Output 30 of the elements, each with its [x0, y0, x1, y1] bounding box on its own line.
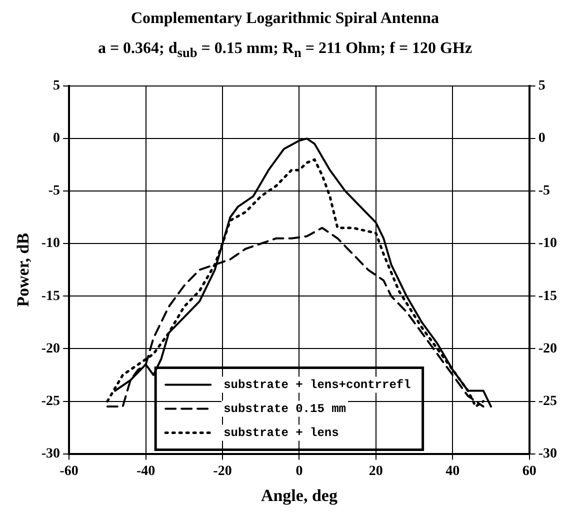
x-axis-title: Angle, deg	[260, 486, 338, 506]
y2-tick-label: -10	[538, 236, 558, 252]
x-tick-label: -40	[136, 464, 156, 479]
y2-tick-label: 5	[538, 78, 546, 94]
y2-tick-label: -15	[538, 288, 558, 304]
y-tick-label: -15	[41, 288, 60, 304]
y-tick-label: -10	[41, 236, 60, 252]
y-tick-label: 0	[53, 131, 60, 146]
chart-subtitle: a = 0.364; d$_{sub}$ = 0.15 mm; R$_{n}$ = 211 Ohm; f = 120 GHz	[96, 40, 474, 62]
y2-tick-label: -5	[538, 184, 550, 199]
y-axis-title: Power, dB	[14, 232, 33, 307]
x-tick-label: -20	[213, 464, 232, 479]
y2-tick-label: 0	[538, 131, 546, 146]
y2-tick-label: -30	[538, 446, 558, 462]
y-tick-label: -25	[41, 394, 60, 409]
x-tick-label: 0	[296, 464, 303, 479]
y-tick-label: 5	[53, 78, 60, 94]
x-tick-label: 40	[446, 464, 460, 479]
y-tick-label: -5	[48, 184, 60, 199]
legend-label: substrate 0.15 mm	[224, 402, 346, 416]
y-tick-label: -20	[41, 341, 60, 356]
x-tick-label: 20	[368, 464, 383, 479]
legend-label: substrate + lens+contrrefl	[224, 378, 411, 392]
y2-tick-label: -20	[538, 341, 558, 356]
chart-title: Complementary Logarithmic Spiral Antenna	[130, 10, 440, 28]
x-tick-label: -60	[60, 464, 78, 479]
y-tick-label: -30	[41, 446, 60, 462]
legend-label: substrate + lens	[224, 426, 339, 440]
y2-tick-label: -25	[538, 394, 558, 409]
x-tick-label: 60	[522, 464, 536, 479]
